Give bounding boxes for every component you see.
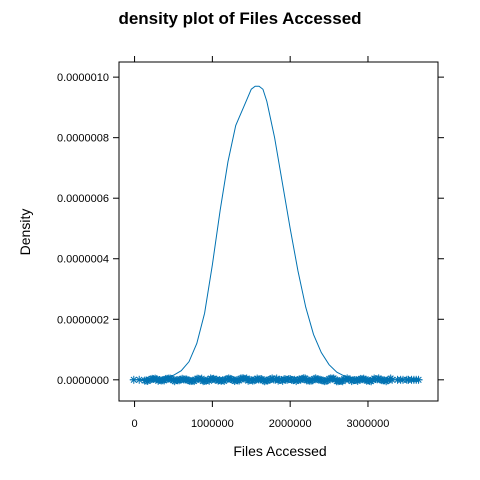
density-curve <box>129 85 423 381</box>
y-tick-label: 0.0000004 <box>57 254 109 266</box>
x-tick-label: 2000000 <box>269 418 312 430</box>
x-tick-label: 1000000 <box>191 418 234 430</box>
y-tick-label: 0.0000008 <box>57 133 109 145</box>
plot-frame <box>118 61 439 402</box>
x-tick-label: 0 <box>131 418 137 430</box>
y-tick-label: 0.0000010 <box>57 72 109 84</box>
y-axis-label: Density <box>17 209 33 256</box>
y-tick-label: 0.0000000 <box>57 375 109 387</box>
x-tick-label: 3000000 <box>347 418 390 430</box>
x-axis-ticks: 0 1000000 2000000 3000000 <box>131 56 389 430</box>
y-tick-label: 0.0000002 <box>57 314 109 326</box>
rug-points <box>129 374 423 386</box>
x-axis-label: Files Accessed <box>233 443 326 459</box>
chart-title: density plot of Files Accessed <box>118 9 361 28</box>
y-axis-ticks: 0.0000000 0.0000002 0.0000004 0.0000006 0.00… <box>57 72 444 387</box>
y-tick-label: 0.0000006 <box>57 193 109 205</box>
